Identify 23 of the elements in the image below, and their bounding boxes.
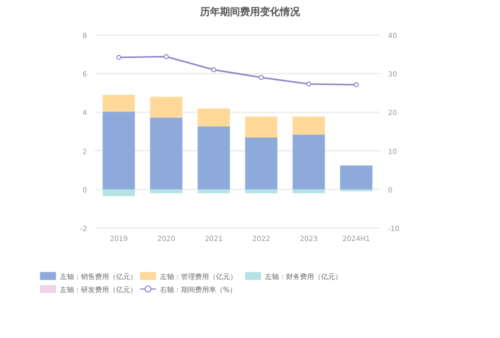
- bar: [245, 116, 278, 138]
- point: [116, 54, 122, 60]
- point: [211, 67, 216, 72]
- bar: [340, 165, 372, 190]
- bar: [198, 189, 230, 194]
- bar: [245, 189, 278, 194]
- bar: [292, 116, 325, 135]
- bar: [292, 134, 325, 190]
- bar: [292, 189, 325, 194]
- bar: [150, 189, 182, 194]
- bar: [150, 118, 182, 190]
- point: [258, 74, 264, 80]
- point: [354, 82, 359, 88]
- bar: [102, 189, 135, 196]
- bar: [245, 137, 278, 190]
- chart-title: 历年期间费用变化情况: [199, 6, 301, 18]
- point: [306, 82, 312, 87]
- bar: [150, 96, 182, 118]
- bar: [102, 112, 135, 190]
- bar: [198, 108, 230, 126]
- point: [164, 54, 169, 60]
- bar: [102, 94, 135, 112]
- bar: [198, 126, 230, 190]
